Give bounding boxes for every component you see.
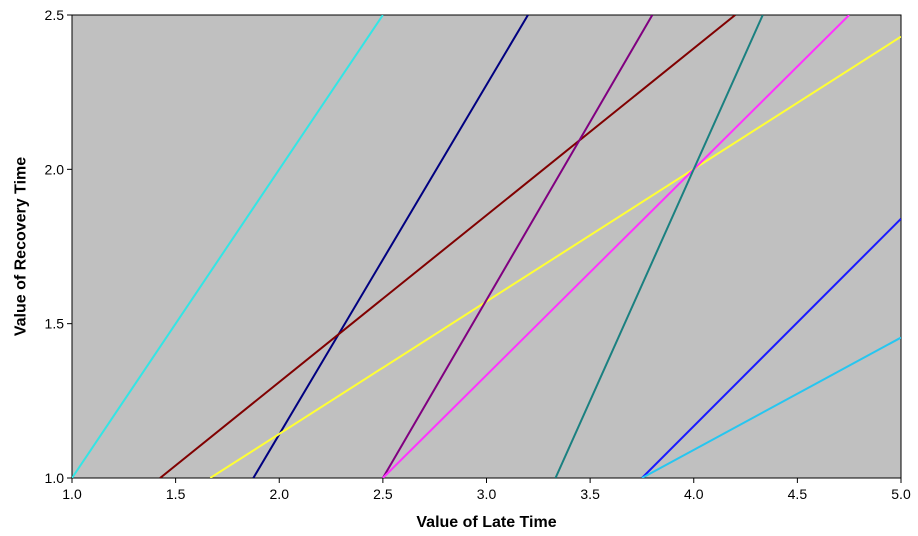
y-tick-label: 2.5	[45, 7, 65, 23]
x-axis-title: Value of Late Time	[416, 514, 556, 531]
x-tick-label: 1.0	[62, 486, 82, 502]
y-tick-label: 2.0	[45, 161, 65, 177]
series-line-3	[159, 15, 736, 478]
series-line-5	[382, 15, 654, 478]
series-line-2	[252, 15, 529, 478]
y-tick-label: 1.5	[45, 316, 65, 332]
series-line-9	[641, 336, 901, 478]
series-line-8	[641, 218, 901, 478]
x-tick-label: 3.5	[580, 486, 600, 502]
x-tick-label: 5.0	[891, 486, 911, 502]
x-tick-label: 2.0	[270, 486, 290, 502]
ticks-layer: 1.0 1.5 2.0 2.5 3.0 3.5 4.0 4.5 5.0 1.0 1.5 2.0 2.5	[45, 7, 911, 502]
series-layer	[72, 15, 901, 478]
x-tick-label: 4.0	[684, 486, 704, 502]
series-line-1	[72, 15, 384, 478]
y-tick-label: 1.0	[45, 470, 65, 486]
series-line-4	[209, 35, 901, 478]
series-line-6	[382, 15, 850, 478]
x-tick-label: 1.5	[166, 486, 186, 502]
x-tick-label: 4.5	[788, 486, 808, 502]
series-line-7	[554, 15, 764, 478]
x-tick-label: 3.0	[477, 486, 497, 502]
y-axis-title: Value of Recovery Time	[13, 157, 30, 336]
plot-area	[71, 14, 902, 479]
x-tick-label: 2.5	[373, 486, 393, 502]
